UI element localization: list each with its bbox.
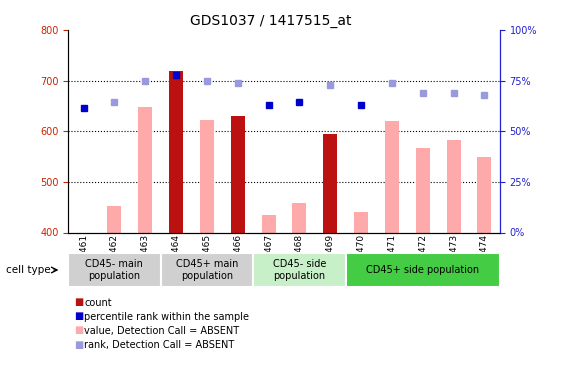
Bar [231,116,245,232]
Bar [478,157,491,232]
Bar [416,148,429,232]
Bar [107,206,122,232]
Bar [200,120,214,232]
Text: value, Detection Call = ABSENT: value, Detection Call = ABSENT [84,326,239,336]
Title: GDS1037 / 1417515_at: GDS1037 / 1417515_at [190,13,352,28]
Bar [354,212,368,232]
Text: CD45- main
population: CD45- main population [85,259,143,281]
Text: CD45+ main
population: CD45+ main population [176,259,238,281]
Text: ■: ■ [74,311,83,321]
Text: cell type: cell type [6,265,51,275]
Bar [169,70,183,232]
Bar [446,140,461,232]
Bar [293,203,306,232]
Text: ■: ■ [74,297,83,307]
Bar [262,215,275,232]
Bar [385,121,399,232]
Text: ■: ■ [74,340,83,350]
Text: rank, Detection Call = ABSENT: rank, Detection Call = ABSENT [84,340,235,350]
Text: CD45- side
population: CD45- side population [273,259,326,281]
Text: count: count [84,298,112,307]
Bar [139,107,152,232]
Text: percentile rank within the sample: percentile rank within the sample [84,312,249,322]
Text: CD45+ side population: CD45+ side population [366,265,479,275]
Text: ■: ■ [74,326,83,335]
Bar [323,134,337,232]
